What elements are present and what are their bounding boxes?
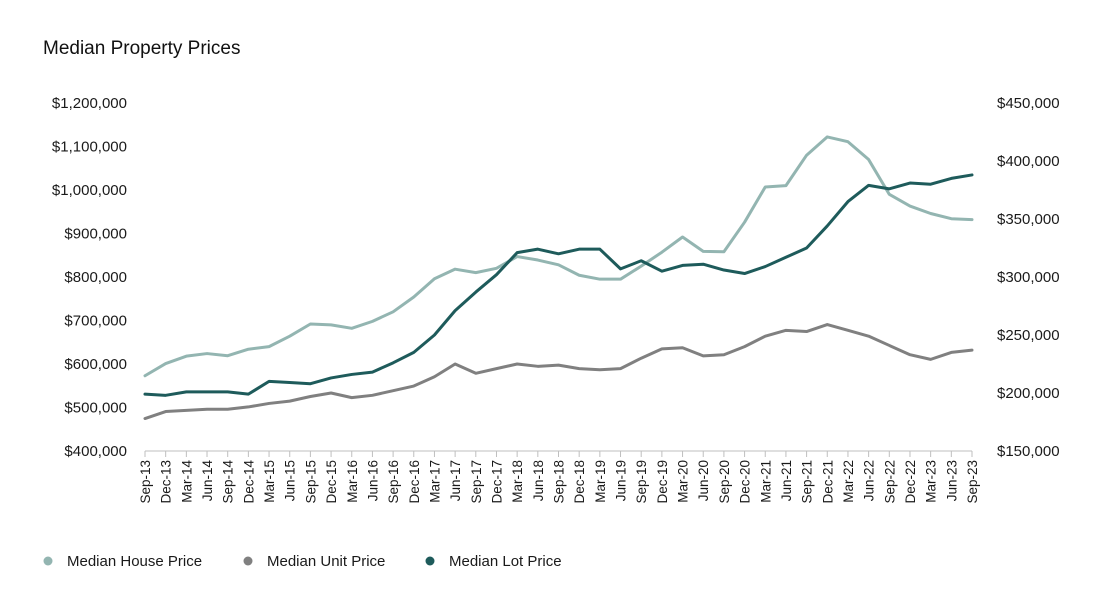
right-y-axis: $150,000 $200,000 $250,000 $300,000 $350,000…	[997, 95, 1060, 460]
x-tick-label: Dec-17	[489, 460, 504, 504]
median-house-price-legend-label: Median House Price	[67, 553, 202, 570]
x-tick-label: Sep-20	[717, 460, 732, 504]
x-tick-label: Mar-21	[758, 460, 773, 503]
x-tick-label: Mar-19	[593, 460, 608, 503]
x-tick-label: Dec-14	[241, 460, 256, 504]
x-tick-label: Dec-15	[324, 460, 339, 504]
x-tick-label: Mar-15	[262, 460, 277, 503]
right-y-tick-label: $250,000	[997, 327, 1060, 344]
left-y-tick-label: $1,000,000	[52, 182, 127, 199]
x-tick-label: Jun-15	[283, 460, 298, 501]
x-tick-label: Sep-14	[221, 460, 236, 504]
right-y-tick-label: $450,000	[997, 95, 1060, 112]
x-tick-label: Jun-14	[200, 460, 215, 502]
median-unit-price-legend-marker	[243, 556, 253, 566]
x-tick-label: Sep-13	[138, 460, 153, 504]
x-tick-label: Dec-16	[407, 460, 422, 504]
x-tick-label: Mar-16	[345, 460, 360, 503]
right-y-tick-label: $300,000	[997, 269, 1060, 286]
median-lot-price-line	[143, 173, 974, 397]
median-house-price-line	[143, 135, 974, 378]
x-tick-label: Jun-22	[862, 460, 877, 501]
right-y-tick-label: $400,000	[997, 153, 1060, 170]
series-layer	[143, 135, 974, 421]
x-tick-label: Dec-21	[820, 460, 835, 504]
left-y-tick-label: $400,000	[64, 443, 127, 460]
x-tick-label: Sep-21	[800, 460, 815, 504]
right-y-tick-label: $200,000	[997, 385, 1060, 402]
x-tick-label: Sep-15	[303, 460, 318, 504]
x-tick-label: Dec-22	[903, 460, 918, 504]
x-tick-label: Mar-14	[179, 460, 194, 503]
x-tick-label: Sep-17	[469, 460, 484, 504]
x-tick-label: Mar-17	[427, 460, 442, 503]
x-tick-label: Sep-19	[634, 460, 649, 504]
median-house-price-legend-marker	[43, 556, 53, 566]
x-tick-label: Dec-19	[655, 460, 670, 504]
x-tick-label: Jun-16	[365, 460, 380, 501]
x-tick-label: Sep-16	[386, 460, 401, 504]
x-tick-label: Mar-22	[841, 460, 856, 503]
left-y-tick-label: $1,200,000	[52, 95, 127, 112]
x-tick-label: Jun-23	[944, 460, 959, 501]
x-axis: Sep-13 Dec-13 Mar-14 Jun-14 Sep-14 Dec-14 Mar-…	[138, 450, 980, 504]
left-y-tick-label: $500,000	[64, 400, 127, 417]
x-tick-label: Sep-18	[552, 460, 567, 504]
x-tick-label: Sep-22	[882, 460, 897, 504]
right-y-tick-label: $150,000	[997, 443, 1060, 460]
x-tick-label: Sep-23	[965, 460, 980, 504]
x-tick-label: Mar-18	[510, 460, 525, 503]
median-unit-price-legend-label: Median Unit Price	[267, 553, 385, 570]
x-tick-label: Jun-20	[696, 460, 711, 501]
left-y-tick-label: $600,000	[64, 356, 127, 373]
legend: Median House Price Median Unit Price Media…	[43, 553, 562, 570]
x-tick-label: Jun-18	[531, 460, 546, 501]
left-y-tick-label: $800,000	[64, 269, 127, 286]
left-y-tick-label: $1,100,000	[52, 139, 127, 156]
right-y-tick-label: $350,000	[997, 211, 1060, 228]
x-tick-label: Jun-21	[779, 460, 794, 501]
x-tick-label: Dec-20	[738, 460, 753, 504]
chart-title: Median Property Prices	[43, 38, 240, 59]
left-y-tick-label: $900,000	[64, 226, 127, 243]
left-y-tick-label: $700,000	[64, 313, 127, 330]
x-tick-label: Mar-23	[924, 460, 939, 503]
x-tick-label: Jun-19	[614, 460, 629, 501]
x-tick-label: Mar-20	[676, 460, 691, 503]
x-tick-label: Dec-18	[572, 460, 587, 504]
median-lot-price-legend-label: Median Lot Price	[449, 553, 562, 570]
left-y-axis: $400,000 $500,000 $600,000 $700,000 $800,000…	[52, 95, 127, 460]
median-lot-price-legend-marker	[425, 556, 435, 566]
median-unit-price-line	[143, 323, 974, 421]
x-tick-label: Dec-13	[159, 460, 174, 504]
x-tick-label: Jun-17	[448, 460, 463, 501]
